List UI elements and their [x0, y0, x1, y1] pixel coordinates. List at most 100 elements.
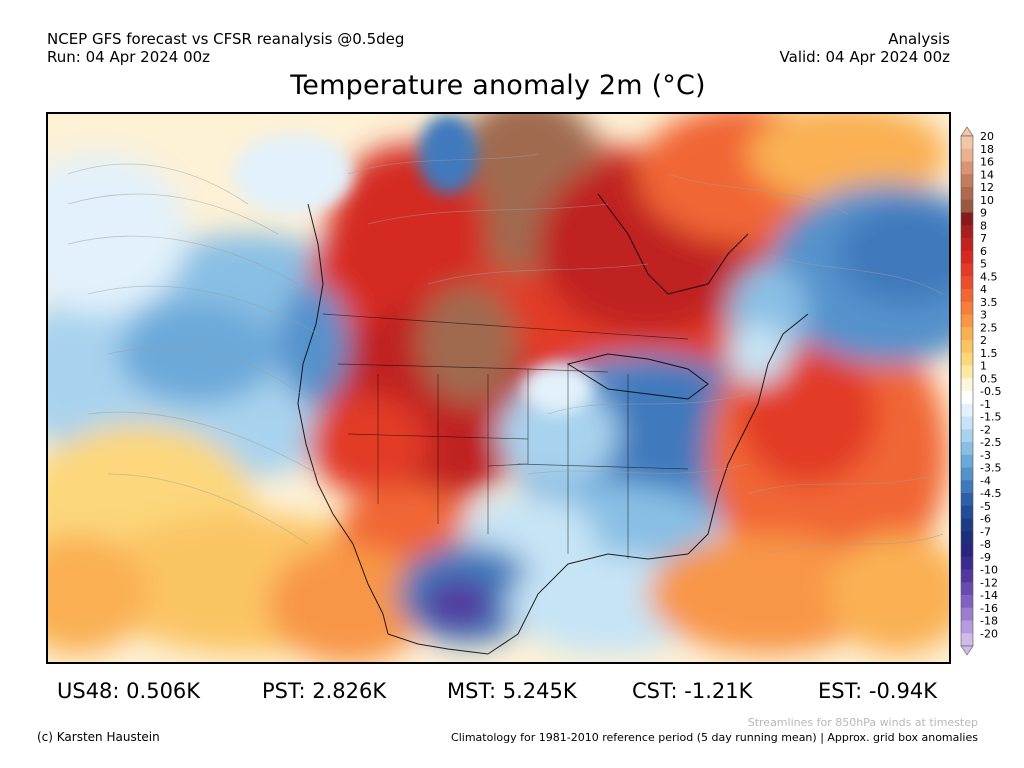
map-title: Temperature anomaly 2m (°C)	[290, 70, 706, 101]
colorbar-tick-label: 10	[980, 194, 994, 207]
colorbar-swatch	[961, 582, 973, 596]
colorbar-swatch	[961, 467, 973, 481]
colorbar-tick-label: 16	[980, 156, 994, 169]
colorbar-swatch	[961, 633, 973, 647]
colorbar-swatch	[961, 225, 973, 239]
colorbar-tick-label: -1	[980, 398, 991, 411]
colorbar-tick-label: 3.5	[980, 296, 998, 309]
colorbar-swatch	[961, 289, 973, 303]
colorbar-tick-label: -2	[980, 423, 991, 436]
colorbar-swatch	[961, 429, 973, 443]
colorbar-tick-label: -6	[980, 513, 991, 526]
colorbar-swatch	[961, 340, 973, 354]
colorbar-tick-label: -20	[980, 627, 998, 640]
colorbar-tick-label: 1	[980, 360, 987, 373]
regional-anomaly-stats: US48: 0.506K PST: 2.826K MST: 5.245K CST…	[0, 679, 1024, 705]
colorbar-tick-label: 2.5	[980, 321, 998, 334]
colorbar-swatch	[961, 556, 973, 570]
colorbar-swatch	[961, 620, 973, 634]
stat-us48: US48: 0.506K	[57, 679, 201, 703]
colorbar-tick-label: -5	[980, 500, 991, 513]
colorbar-tick-label: -18	[980, 615, 998, 628]
temperature-anomaly-map	[46, 112, 951, 664]
stat-cst: CST: -1.21K	[632, 679, 753, 703]
colorbar-tick-label: -4	[980, 474, 991, 487]
colorbar-swatch	[961, 607, 973, 621]
colorbar: 20 18 16 14 12 10 9 8 7 6 5 4.5 4 3.5 3 2.5 2 1.5 1 0.5 -0.5…	[955, 126, 1024, 656]
colorbar-max-arrow	[960, 126, 974, 137]
colorbar-tick-label: 9	[980, 207, 987, 220]
state-borders	[322, 313, 689, 559]
colorbar-swatch	[961, 454, 973, 468]
colorbar-tick-label: 5	[980, 258, 987, 271]
colorbar-tick-label: -10	[980, 564, 998, 577]
colorbar-swatch	[961, 148, 973, 162]
colorbar-tick-label: -8	[980, 538, 991, 551]
stat-est: EST: -0.94K	[818, 679, 937, 703]
colorbar-swatch	[961, 416, 973, 430]
header-left: NCEP GFS forecast vs CFSR reanalysis @0.…	[47, 30, 404, 66]
colorbar-swatch	[961, 365, 973, 379]
colorbar-tick-label: 18	[980, 143, 994, 156]
header-right: Analysis Valid: 04 Apr 2024 00z	[780, 30, 950, 66]
colorbar-tick-label: 6	[980, 245, 987, 258]
colorbar-tick-label: 20	[980, 130, 994, 143]
colorbar-swatch	[961, 518, 973, 532]
colorbar-swatch	[961, 199, 973, 213]
colorbar-swatch	[961, 505, 973, 519]
colorbar-tick-label: -7	[980, 525, 991, 538]
stat-pst: PST: 2.826K	[262, 679, 387, 703]
colorbar-swatch	[961, 544, 973, 558]
colorbar-tick-label: -16	[980, 602, 998, 615]
coastlines	[297, 193, 809, 655]
colorbar-tick-label: 4.5	[980, 270, 998, 283]
colorbar-tick-label: -9	[980, 551, 991, 564]
stat-mst: MST: 5.245K	[447, 679, 577, 703]
colorbar-tick-label: -3.5	[980, 462, 1001, 475]
colorbar-tick-label: 1.5	[980, 347, 998, 360]
colorbar-tick-label: 0.5	[980, 372, 998, 385]
colorbar-swatch	[961, 276, 973, 290]
colorbar-swatch	[961, 136, 973, 150]
colorbar-swatch	[961, 301, 973, 315]
valid-time: Valid: 04 Apr 2024 00z	[779, 48, 950, 66]
colorbar-tick-label: 4	[980, 283, 987, 296]
colorbar-swatch	[961, 378, 973, 392]
colorbar-tick-label: -0.5	[980, 385, 1001, 398]
colorbar-swatch	[961, 531, 973, 545]
colorbar-swatch	[961, 250, 973, 264]
colorbar-swatch	[961, 442, 973, 456]
credit: (c) Karsten Haustein	[37, 730, 160, 744]
colorbar-swatch	[961, 187, 973, 201]
colorbar-swatch	[961, 238, 973, 252]
wind-streamlines	[67, 153, 944, 555]
streamlines-note: Streamlines for 850hPa winds at timestep	[747, 716, 978, 729]
climatology-note: Climatology for 1981-2010 reference peri…	[451, 731, 978, 744]
colorbar-tick-label: -4.5	[980, 487, 1001, 500]
colorbar-swatch	[961, 391, 973, 405]
colorbar-tick-label: -14	[980, 589, 998, 602]
colorbar-min-arrow	[960, 645, 974, 656]
colorbar-tick-label: -3	[980, 449, 991, 462]
colorbar-tick-label: 12	[980, 181, 994, 194]
colorbar-tick-label: -12	[980, 576, 998, 589]
colorbar-swatch	[961, 352, 973, 366]
colorbar-swatch	[961, 263, 973, 277]
colorbar-swatch	[961, 212, 973, 226]
colorbar-swatch	[961, 493, 973, 507]
colorbar-tick-label: 3	[980, 309, 987, 322]
colorbar-swatch	[961, 327, 973, 341]
colorbar-swatch	[961, 403, 973, 417]
colorbar-swatch	[961, 174, 973, 188]
colorbar-swatch	[961, 161, 973, 175]
analysis-label: Analysis	[888, 30, 950, 48]
colorbar-tick-label: -1.5	[980, 411, 1001, 424]
run-time: Run: 04 Apr 2024 00z	[47, 48, 211, 66]
colorbar-swatch	[961, 480, 973, 494]
colorbar-tick-label: 2	[980, 334, 987, 347]
colorbar-tick-label: 14	[980, 168, 994, 181]
colorbar-swatch	[961, 595, 973, 609]
colorbar-tick-label: 8	[980, 219, 987, 232]
colorbar-tick-label: 7	[980, 232, 987, 245]
colorbar-tick-label: -2.5	[980, 436, 1001, 449]
